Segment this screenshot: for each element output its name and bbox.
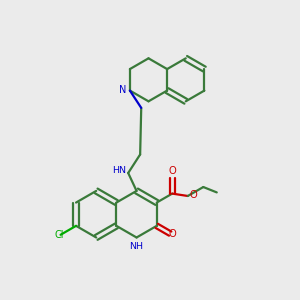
Text: O: O [169, 229, 177, 238]
Text: N: N [119, 85, 126, 95]
Text: O: O [168, 167, 176, 176]
Text: NH: NH [129, 242, 143, 251]
Text: HN: HN [112, 166, 126, 175]
Text: Cl: Cl [54, 230, 64, 240]
Text: O: O [190, 190, 198, 200]
